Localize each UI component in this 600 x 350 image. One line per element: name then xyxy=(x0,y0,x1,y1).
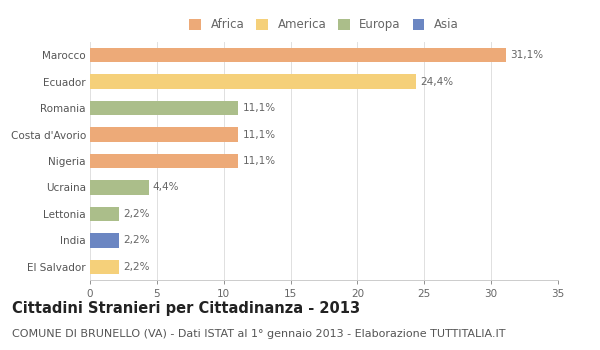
Bar xyxy=(90,180,149,195)
Legend: Africa, America, Europa, Asia: Africa, America, Europa, Asia xyxy=(190,18,458,32)
Bar xyxy=(90,154,238,168)
Text: 2,2%: 2,2% xyxy=(124,209,150,219)
Bar xyxy=(90,233,119,247)
Bar xyxy=(90,259,119,274)
Text: 2,2%: 2,2% xyxy=(124,235,150,245)
Bar xyxy=(90,101,238,116)
Bar xyxy=(90,75,416,89)
Text: 11,1%: 11,1% xyxy=(242,156,275,166)
Text: 31,1%: 31,1% xyxy=(510,50,543,60)
Text: COMUNE DI BRUNELLO (VA) - Dati ISTAT al 1° gennaio 2013 - Elaborazione TUTTITALI: COMUNE DI BRUNELLO (VA) - Dati ISTAT al … xyxy=(12,329,505,339)
Text: Cittadini Stranieri per Cittadinanza - 2013: Cittadini Stranieri per Cittadinanza - 2… xyxy=(12,301,360,316)
Bar xyxy=(90,206,119,221)
Text: 2,2%: 2,2% xyxy=(124,262,150,272)
Text: 11,1%: 11,1% xyxy=(242,103,275,113)
Bar xyxy=(90,127,238,142)
Text: 24,4%: 24,4% xyxy=(420,77,454,87)
Text: 4,4%: 4,4% xyxy=(153,182,179,192)
Bar xyxy=(90,48,506,63)
Text: 11,1%: 11,1% xyxy=(242,130,275,140)
